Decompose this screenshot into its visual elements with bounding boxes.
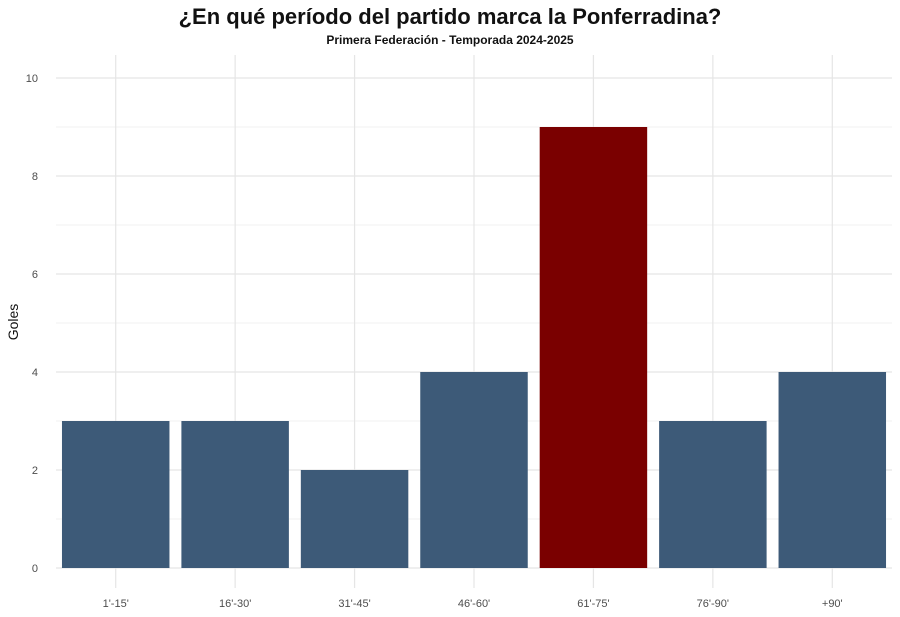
bar-1 (181, 421, 289, 568)
x-tick-label: 1'-15' (103, 598, 129, 610)
y-tick-label: 10 (26, 73, 38, 85)
bar-0 (61, 421, 170, 568)
x-tick-label: 76'-90' (697, 598, 729, 610)
y-tick-label: 2 (32, 465, 38, 477)
chart-title: ¿En qué período del partido marca la Pon… (178, 4, 722, 29)
chart-subtitle: Primera Federación - Temporada 2024-2025 (326, 33, 574, 47)
y-tick-label: 4 (32, 367, 38, 379)
bar-5 (659, 421, 767, 568)
y-tick-label: 6 (32, 269, 38, 281)
x-tick-label: 31'-45' (338, 598, 370, 610)
x-tick-label: 61'-75' (577, 598, 609, 610)
x-tick-labels: 1'-15' 16'-30' 31'-45' 46'-60' 61'-75' 76'-90… (103, 598, 843, 610)
y-axis-title: Goles (5, 304, 21, 341)
bar-2 (300, 470, 409, 568)
x-tick-label: +90' (822, 598, 843, 610)
bar-3 (420, 372, 528, 568)
y-tick-labels: 0 2 4 6 8 10 (26, 73, 38, 575)
x-tick-label: 16'-30' (219, 598, 251, 610)
y-tick-label: 0 (32, 563, 38, 575)
bar-4 (539, 127, 648, 568)
bars (61, 127, 887, 568)
x-tick-label: 46'-60' (458, 598, 490, 610)
bar-6 (778, 372, 887, 568)
y-tick-label: 8 (32, 171, 38, 183)
